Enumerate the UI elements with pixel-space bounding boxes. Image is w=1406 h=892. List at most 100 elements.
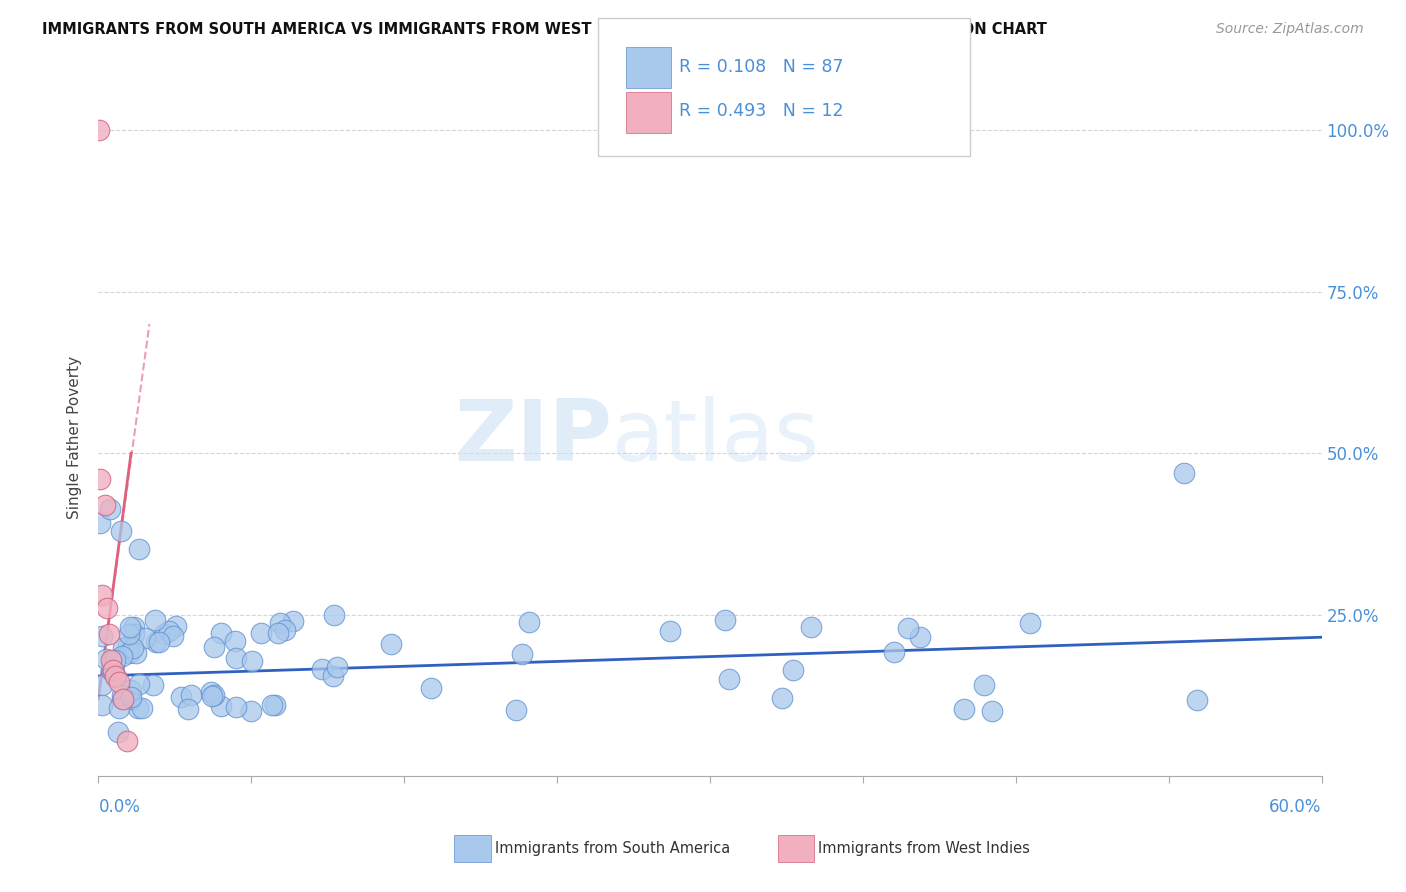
- Point: [100, 663, 122, 677]
- Point: [128, 541, 150, 556]
- Point: [91, 588, 114, 602]
- Point: [800, 620, 823, 634]
- Point: [89, 123, 111, 137]
- Point: [240, 704, 263, 718]
- Point: [118, 619, 141, 633]
- Point: [264, 698, 287, 713]
- Text: IMMIGRANTS FROM SOUTH AMERICA VS IMMIGRANTS FROM WEST INDIES SINGLE FATHER POVER: IMMIGRANTS FROM SOUTH AMERICA VS IMMIGRA…: [42, 22, 1047, 37]
- Point: [111, 691, 134, 706]
- Point: [177, 702, 200, 716]
- Point: [90, 698, 112, 712]
- Point: [145, 635, 167, 649]
- Point: [89, 472, 111, 486]
- Text: 0.0%: 0.0%: [98, 798, 141, 816]
- Point: [269, 616, 291, 631]
- Point: [224, 634, 246, 648]
- Point: [100, 664, 122, 678]
- Point: [115, 733, 138, 747]
- Point: [101, 663, 124, 677]
- Point: [117, 639, 139, 653]
- Point: [121, 682, 143, 697]
- Point: [122, 620, 145, 634]
- Point: [240, 654, 263, 668]
- Point: [118, 646, 141, 660]
- Point: [311, 662, 333, 676]
- Point: [103, 658, 125, 673]
- Point: [111, 691, 134, 706]
- Point: [201, 689, 224, 703]
- Point: [134, 631, 156, 645]
- Point: [97, 627, 120, 641]
- Point: [505, 703, 527, 717]
- Point: [717, 673, 740, 687]
- Point: [204, 640, 226, 654]
- Point: [713, 613, 735, 627]
- Point: [104, 669, 127, 683]
- Point: [260, 698, 283, 713]
- Point: [202, 688, 225, 702]
- Point: [322, 669, 344, 683]
- Point: [153, 627, 176, 641]
- Point: [108, 701, 131, 715]
- Point: [225, 651, 247, 665]
- Point: [111, 640, 134, 655]
- Point: [125, 646, 148, 660]
- Point: [122, 627, 145, 641]
- Text: 60.0%: 60.0%: [1270, 798, 1322, 816]
- Point: [883, 645, 905, 659]
- Point: [98, 502, 121, 516]
- Text: atlas: atlas: [612, 395, 820, 479]
- Point: [1173, 466, 1195, 480]
- Point: [104, 670, 127, 684]
- Point: [225, 700, 247, 714]
- Point: [120, 692, 142, 706]
- Point: [91, 678, 114, 692]
- Point: [510, 648, 533, 662]
- Point: [1018, 616, 1040, 631]
- Point: [107, 725, 129, 739]
- Point: [170, 690, 193, 705]
- Point: [165, 618, 187, 632]
- Point: [157, 624, 180, 639]
- Point: [96, 601, 118, 615]
- Point: [142, 678, 165, 692]
- Point: [281, 614, 304, 628]
- Point: [782, 663, 804, 677]
- Point: [908, 630, 931, 644]
- Point: [104, 653, 127, 667]
- Point: [380, 637, 402, 651]
- Point: [274, 623, 297, 637]
- Text: Source: ZipAtlas.com: Source: ZipAtlas.com: [1216, 22, 1364, 37]
- Point: [128, 677, 150, 691]
- Point: [100, 653, 122, 667]
- Point: [209, 699, 232, 714]
- Point: [91, 629, 114, 643]
- Point: [162, 629, 184, 643]
- Point: [658, 624, 681, 638]
- Text: R = 0.108   N = 87: R = 0.108 N = 87: [679, 58, 844, 76]
- Point: [267, 626, 290, 640]
- Point: [200, 685, 222, 699]
- Point: [1185, 693, 1208, 707]
- Point: [209, 625, 232, 640]
- Point: [420, 681, 443, 695]
- Point: [89, 516, 111, 530]
- Point: [143, 613, 166, 627]
- Text: Immigrants from South America: Immigrants from South America: [495, 841, 730, 855]
- Point: [326, 660, 349, 674]
- Point: [120, 690, 142, 704]
- Y-axis label: Single Father Poverty: Single Father Poverty: [67, 356, 83, 518]
- Point: [110, 524, 132, 538]
- Point: [93, 498, 115, 512]
- Text: ZIP: ZIP: [454, 395, 612, 479]
- Point: [952, 702, 974, 716]
- Text: Immigrants from West Indies: Immigrants from West Indies: [818, 841, 1031, 855]
- Point: [770, 691, 793, 706]
- Point: [131, 701, 153, 715]
- Point: [127, 700, 149, 714]
- Point: [897, 621, 920, 635]
- Point: [980, 705, 1002, 719]
- Point: [94, 652, 117, 666]
- Point: [118, 627, 141, 641]
- Point: [517, 615, 540, 629]
